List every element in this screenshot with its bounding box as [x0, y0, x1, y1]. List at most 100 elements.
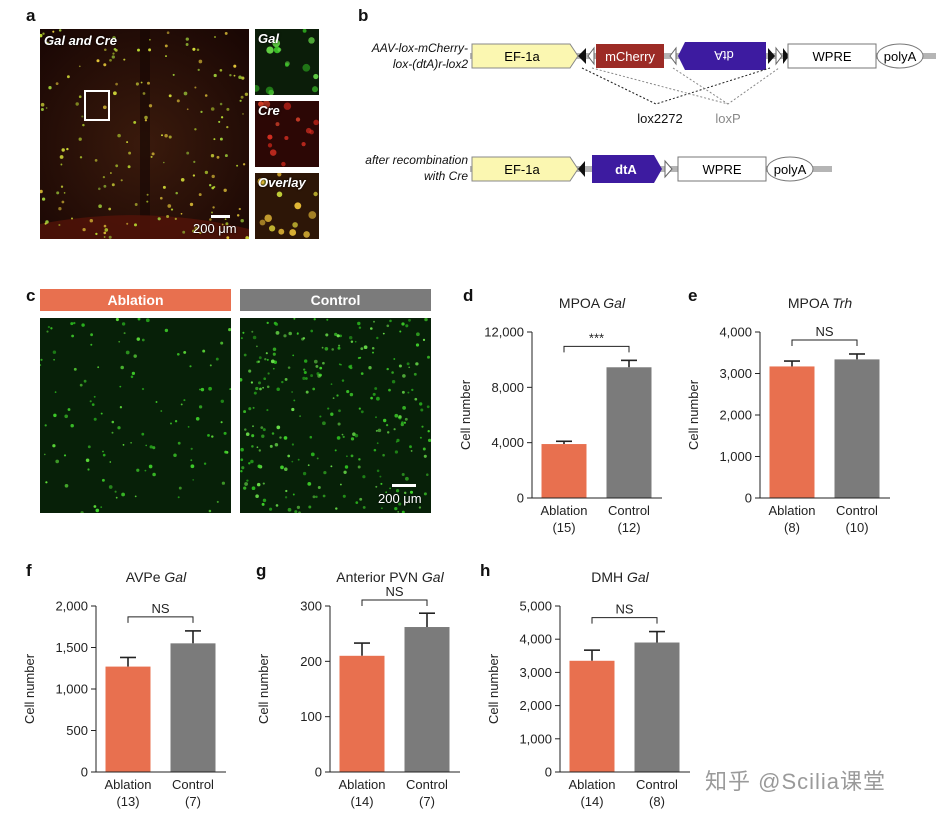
inset-box — [84, 90, 110, 121]
cell-marker — [182, 230, 186, 234]
cell-marker — [293, 399, 296, 402]
cell-marker — [150, 155, 153, 158]
cell-marker — [152, 472, 156, 477]
cell-marker — [350, 454, 354, 458]
cell-marker — [119, 385, 122, 388]
cell-marker — [339, 334, 343, 338]
cell-marker — [243, 486, 247, 490]
cell-marker — [145, 318, 150, 323]
cell-marker — [308, 37, 315, 44]
cell-marker — [148, 104, 153, 108]
cell-marker — [177, 496, 180, 499]
cell-marker — [170, 208, 174, 211]
cell-marker — [269, 149, 277, 156]
cell-marker — [121, 322, 126, 326]
loxp-site — [669, 46, 677, 66]
y-tick-label: 4,000 — [491, 435, 524, 450]
cell-marker — [215, 357, 219, 361]
dta-gene — [592, 155, 662, 183]
y-tick-label: 300 — [300, 599, 322, 614]
cell-marker — [60, 163, 63, 166]
cell-marker — [220, 399, 225, 404]
cell-marker — [146, 200, 149, 203]
y-tick-label: 0 — [315, 765, 322, 780]
y-tick-label: 5,000 — [519, 599, 552, 614]
micrograph-control: 200 μm — [240, 318, 431, 513]
significance-label: NS — [151, 601, 169, 616]
y-axis-label: Cell number — [686, 379, 701, 450]
cell-marker — [321, 346, 324, 349]
cell-marker — [258, 449, 261, 452]
x-category-label: Control — [406, 777, 448, 792]
cell-marker — [101, 478, 105, 482]
loxp-site — [775, 46, 783, 66]
cell-marker — [287, 507, 292, 512]
y-tick-label: 0 — [81, 765, 88, 780]
cell-marker — [270, 359, 275, 364]
cell-marker — [341, 433, 344, 436]
cell-marker — [251, 445, 254, 448]
y-axis-label: Cell number — [22, 653, 37, 724]
y-tick-label: 1,000 — [719, 449, 752, 464]
cell-marker — [401, 322, 405, 326]
cell-marker — [204, 94, 208, 97]
cell-marker — [313, 73, 319, 80]
cell-marker — [372, 392, 376, 396]
sample-size-label: (7) — [185, 794, 201, 809]
cell-marker — [330, 465, 333, 468]
cell-marker — [395, 440, 398, 443]
cell-marker — [284, 496, 288, 499]
loxp-label: loxP — [715, 111, 740, 126]
cell-marker — [375, 485, 378, 488]
cell-marker — [219, 137, 223, 141]
scale-bar-label: 200 μm — [378, 491, 422, 506]
cell-marker — [226, 125, 229, 129]
cell-marker — [342, 494, 346, 498]
cell-marker — [308, 505, 312, 509]
cell-marker — [385, 423, 389, 427]
cell-marker — [209, 364, 212, 367]
micrograph-label: Gal and Cre — [44, 33, 117, 48]
cell-marker — [274, 442, 279, 447]
cell-marker — [190, 459, 193, 462]
cell-marker — [130, 375, 134, 379]
cell-marker — [164, 44, 168, 48]
cell-marker — [291, 391, 293, 393]
cell-marker — [319, 415, 322, 418]
cell-marker — [331, 348, 334, 351]
cell-marker — [264, 358, 267, 361]
sample-size-label: (7) — [419, 794, 435, 809]
cell-marker — [140, 81, 143, 84]
cell-marker — [94, 159, 98, 162]
cell-marker — [302, 29, 307, 33]
cell-marker — [241, 76, 245, 80]
lox2272-connector — [581, 67, 771, 105]
cell-marker — [134, 495, 137, 498]
cell-marker — [376, 396, 380, 401]
cell-marker — [90, 333, 93, 337]
cell-marker — [151, 152, 155, 156]
cell-marker — [301, 142, 306, 147]
ef1a-label: EF-1a — [504, 162, 540, 177]
x-category-label: Control — [836, 503, 878, 518]
cell-marker — [316, 457, 319, 460]
cell-marker — [185, 43, 189, 46]
cell-marker — [56, 191, 60, 195]
significance-label: NS — [815, 324, 833, 339]
cell-marker — [362, 505, 366, 509]
cell-marker — [355, 501, 359, 504]
cell-marker — [44, 424, 47, 427]
cell-marker — [103, 224, 107, 228]
lox2272-site — [578, 48, 586, 64]
cell-marker — [162, 161, 165, 164]
cell-marker — [174, 420, 178, 423]
cell-marker — [175, 191, 178, 195]
cell-marker — [386, 367, 389, 371]
cell-marker — [78, 95, 82, 99]
cell-marker — [85, 458, 90, 463]
cell-marker — [81, 323, 85, 327]
cell-marker — [261, 502, 265, 506]
sample-size-label: (10) — [845, 520, 868, 535]
cell-marker — [344, 465, 349, 469]
cell-marker — [194, 86, 197, 89]
